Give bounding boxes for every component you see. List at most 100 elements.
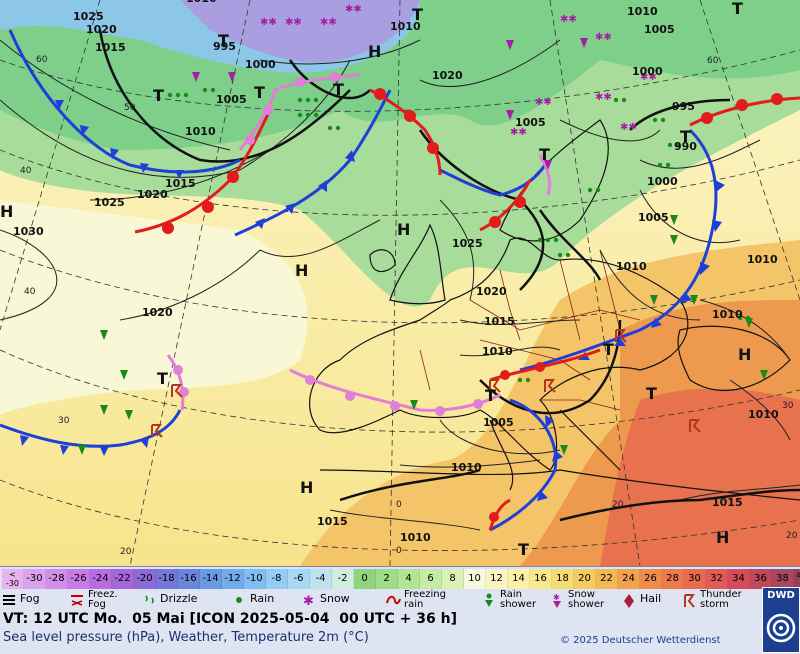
pressure-label: 1000 <box>632 65 663 78</box>
weather-legend-label: Drizzle <box>160 592 198 605</box>
temperature-scale-cell: 14 <box>508 569 530 589</box>
pressure-label: 1015 <box>712 496 743 509</box>
pressure-label: 995 <box>672 100 695 113</box>
temperature-scale-cell: 22 <box>596 569 618 589</box>
latitude-label: 40 <box>20 166 32 176</box>
shower-symbols <box>78 215 768 455</box>
latitude-label: 20 <box>120 547 132 557</box>
temperature-scale-cell: -22 <box>112 569 134 589</box>
temperature-scale-cell: -4 <box>310 569 332 589</box>
svg-text:✱✱: ✱✱ <box>595 32 612 43</box>
pressure-label: 1010 <box>390 20 421 33</box>
pressure-label: 1020 <box>476 285 507 298</box>
low-pressure-marker: T <box>254 83 265 102</box>
pressure-label: 1020 <box>86 23 117 36</box>
low-pressure-marker: T <box>153 86 164 105</box>
dwd-logo-text: DWD <box>767 590 795 601</box>
atlantic-mild-zone <box>0 200 308 415</box>
latitude-label: 30 <box>782 401 794 411</box>
temperature-scale-cell: -26 <box>68 569 90 589</box>
temperature-scale-cell: -10 <box>244 569 266 589</box>
temperature-scale-cell: 2 <box>376 569 398 589</box>
warm-front-africa <box>488 498 511 531</box>
temperature-scale-cell: 36 <box>750 569 772 589</box>
snow-symbols: ✱✱ ✱✱ ✱✱ ✱✱ ✱✱ ✱✱ ✱✱ ✱✱ ✱✱ ✱✱ ✱✱ <box>260 4 657 138</box>
freezing-fog-icon <box>71 595 83 606</box>
graticule-labels: 60 50 40 30 20 0 20 60 40 30 20 0 <box>20 55 798 557</box>
weather-legend-label: Freez. Fog <box>88 589 118 610</box>
weather-legend-label: Snow shower <box>568 589 605 610</box>
temperature-scale-cell: -8 <box>266 569 288 589</box>
low-pressure-marker: T <box>603 340 614 359</box>
occluded-front-baltic <box>538 154 552 196</box>
svg-text:✱✱: ✱✱ <box>535 97 552 108</box>
pressure-label: 1010 <box>451 461 482 474</box>
cold-front-west <box>0 409 182 456</box>
svg-text:✱✱: ✱✱ <box>595 92 612 103</box>
temperature-scale-cell: 10 <box>464 569 486 589</box>
temperature-scale-cell: 26 <box>640 569 662 589</box>
pressure-label: 1025 <box>452 237 483 250</box>
pressure-label: 1000 <box>245 58 276 71</box>
svg-text:✱✱: ✱✱ <box>320 17 337 28</box>
low-pressure-marker: T <box>412 5 423 24</box>
temperature-scale-cell: -12 <box>222 569 244 589</box>
weather-legend-label: Rain <box>250 592 275 605</box>
temperature-scale-cell: 12 <box>486 569 508 589</box>
pressure-label: 1010 <box>400 531 431 544</box>
pressure-label: 1005 <box>515 116 546 129</box>
low-pressure-marker: T <box>646 384 657 403</box>
latitude-label: 60 <box>707 56 719 66</box>
latitude-label: 30 <box>58 416 70 426</box>
svg-text:✱: ✱ <box>553 593 560 602</box>
weather-legend-label: Rain shower <box>500 589 537 610</box>
high-pressure-marker: H <box>397 220 410 239</box>
longitude-label: 0 <box>396 546 402 556</box>
pressure-label: 1005 <box>638 211 669 224</box>
snow-shower-symbols <box>192 38 588 170</box>
pressure-label: 1015 <box>484 315 515 328</box>
pressure-label: 1015 <box>317 515 348 528</box>
pressure-label: 1005 <box>644 23 675 36</box>
temperature-scale-cell: 20 <box>574 569 596 589</box>
temperature-scale-cell: ≥40°C <box>794 569 800 589</box>
low-pressure-marker: T <box>732 0 743 18</box>
warm-front-baltic <box>479 179 532 232</box>
temperature-scale-cell: 32 <box>706 569 728 589</box>
pressure-centers: H H H H H H H T T T T T T T T T T T T T <box>0 0 751 559</box>
snow-shower-icon: ✱ <box>553 593 561 608</box>
longitude-label: 20 <box>612 500 624 510</box>
svg-text:✱✱: ✱✱ <box>640 72 657 83</box>
pressure-label: 1025 <box>73 10 104 23</box>
svg-text:✱✱: ✱✱ <box>345 4 362 15</box>
pressure-labels: 1025 1020 1015 995 1000 1010 1005 1010 1… <box>13 0 779 544</box>
temperature-scale-cell: 24 <box>618 569 640 589</box>
low-pressure-marker: T <box>518 540 529 559</box>
snow-icon: ✱ <box>303 594 314 609</box>
drizzle-icon <box>145 595 154 604</box>
warm-front-alps <box>489 348 601 382</box>
cold-front-atlantic-north <box>8 29 241 179</box>
svg-text:✱✱: ✱✱ <box>560 14 577 25</box>
temperature-scale-cell: -28 <box>46 569 68 589</box>
weather-legend-label: Snow <box>320 592 350 605</box>
weather-legend-label: Freezing rain <box>404 589 446 610</box>
valid-time: VT: 12 UTC Mo. 05 Mai [ICON 2025-05-04 0… <box>3 611 457 627</box>
temperature-scale-cell: 6 <box>420 569 442 589</box>
pressure-label: 1015 <box>95 41 126 54</box>
cold-front-eastern <box>519 128 725 372</box>
cold-front-british <box>234 89 392 237</box>
occluded-front-north <box>238 72 361 151</box>
low-pressure-marker: T <box>157 369 168 388</box>
freezing-zone <box>180 0 420 63</box>
pressure-label: 1010 <box>185 125 216 138</box>
warm-front-north-sea <box>369 88 442 176</box>
pressure-label: 1005 <box>483 416 514 429</box>
low-pressure-marker: T <box>333 80 344 99</box>
thunderstorm-icon <box>684 594 695 608</box>
weather-legend-label: Hail <box>640 592 662 605</box>
occluded-front-biscay <box>289 368 501 416</box>
cold-front-italy <box>489 398 563 532</box>
temperature-scale-cell: 30 <box>684 569 706 589</box>
